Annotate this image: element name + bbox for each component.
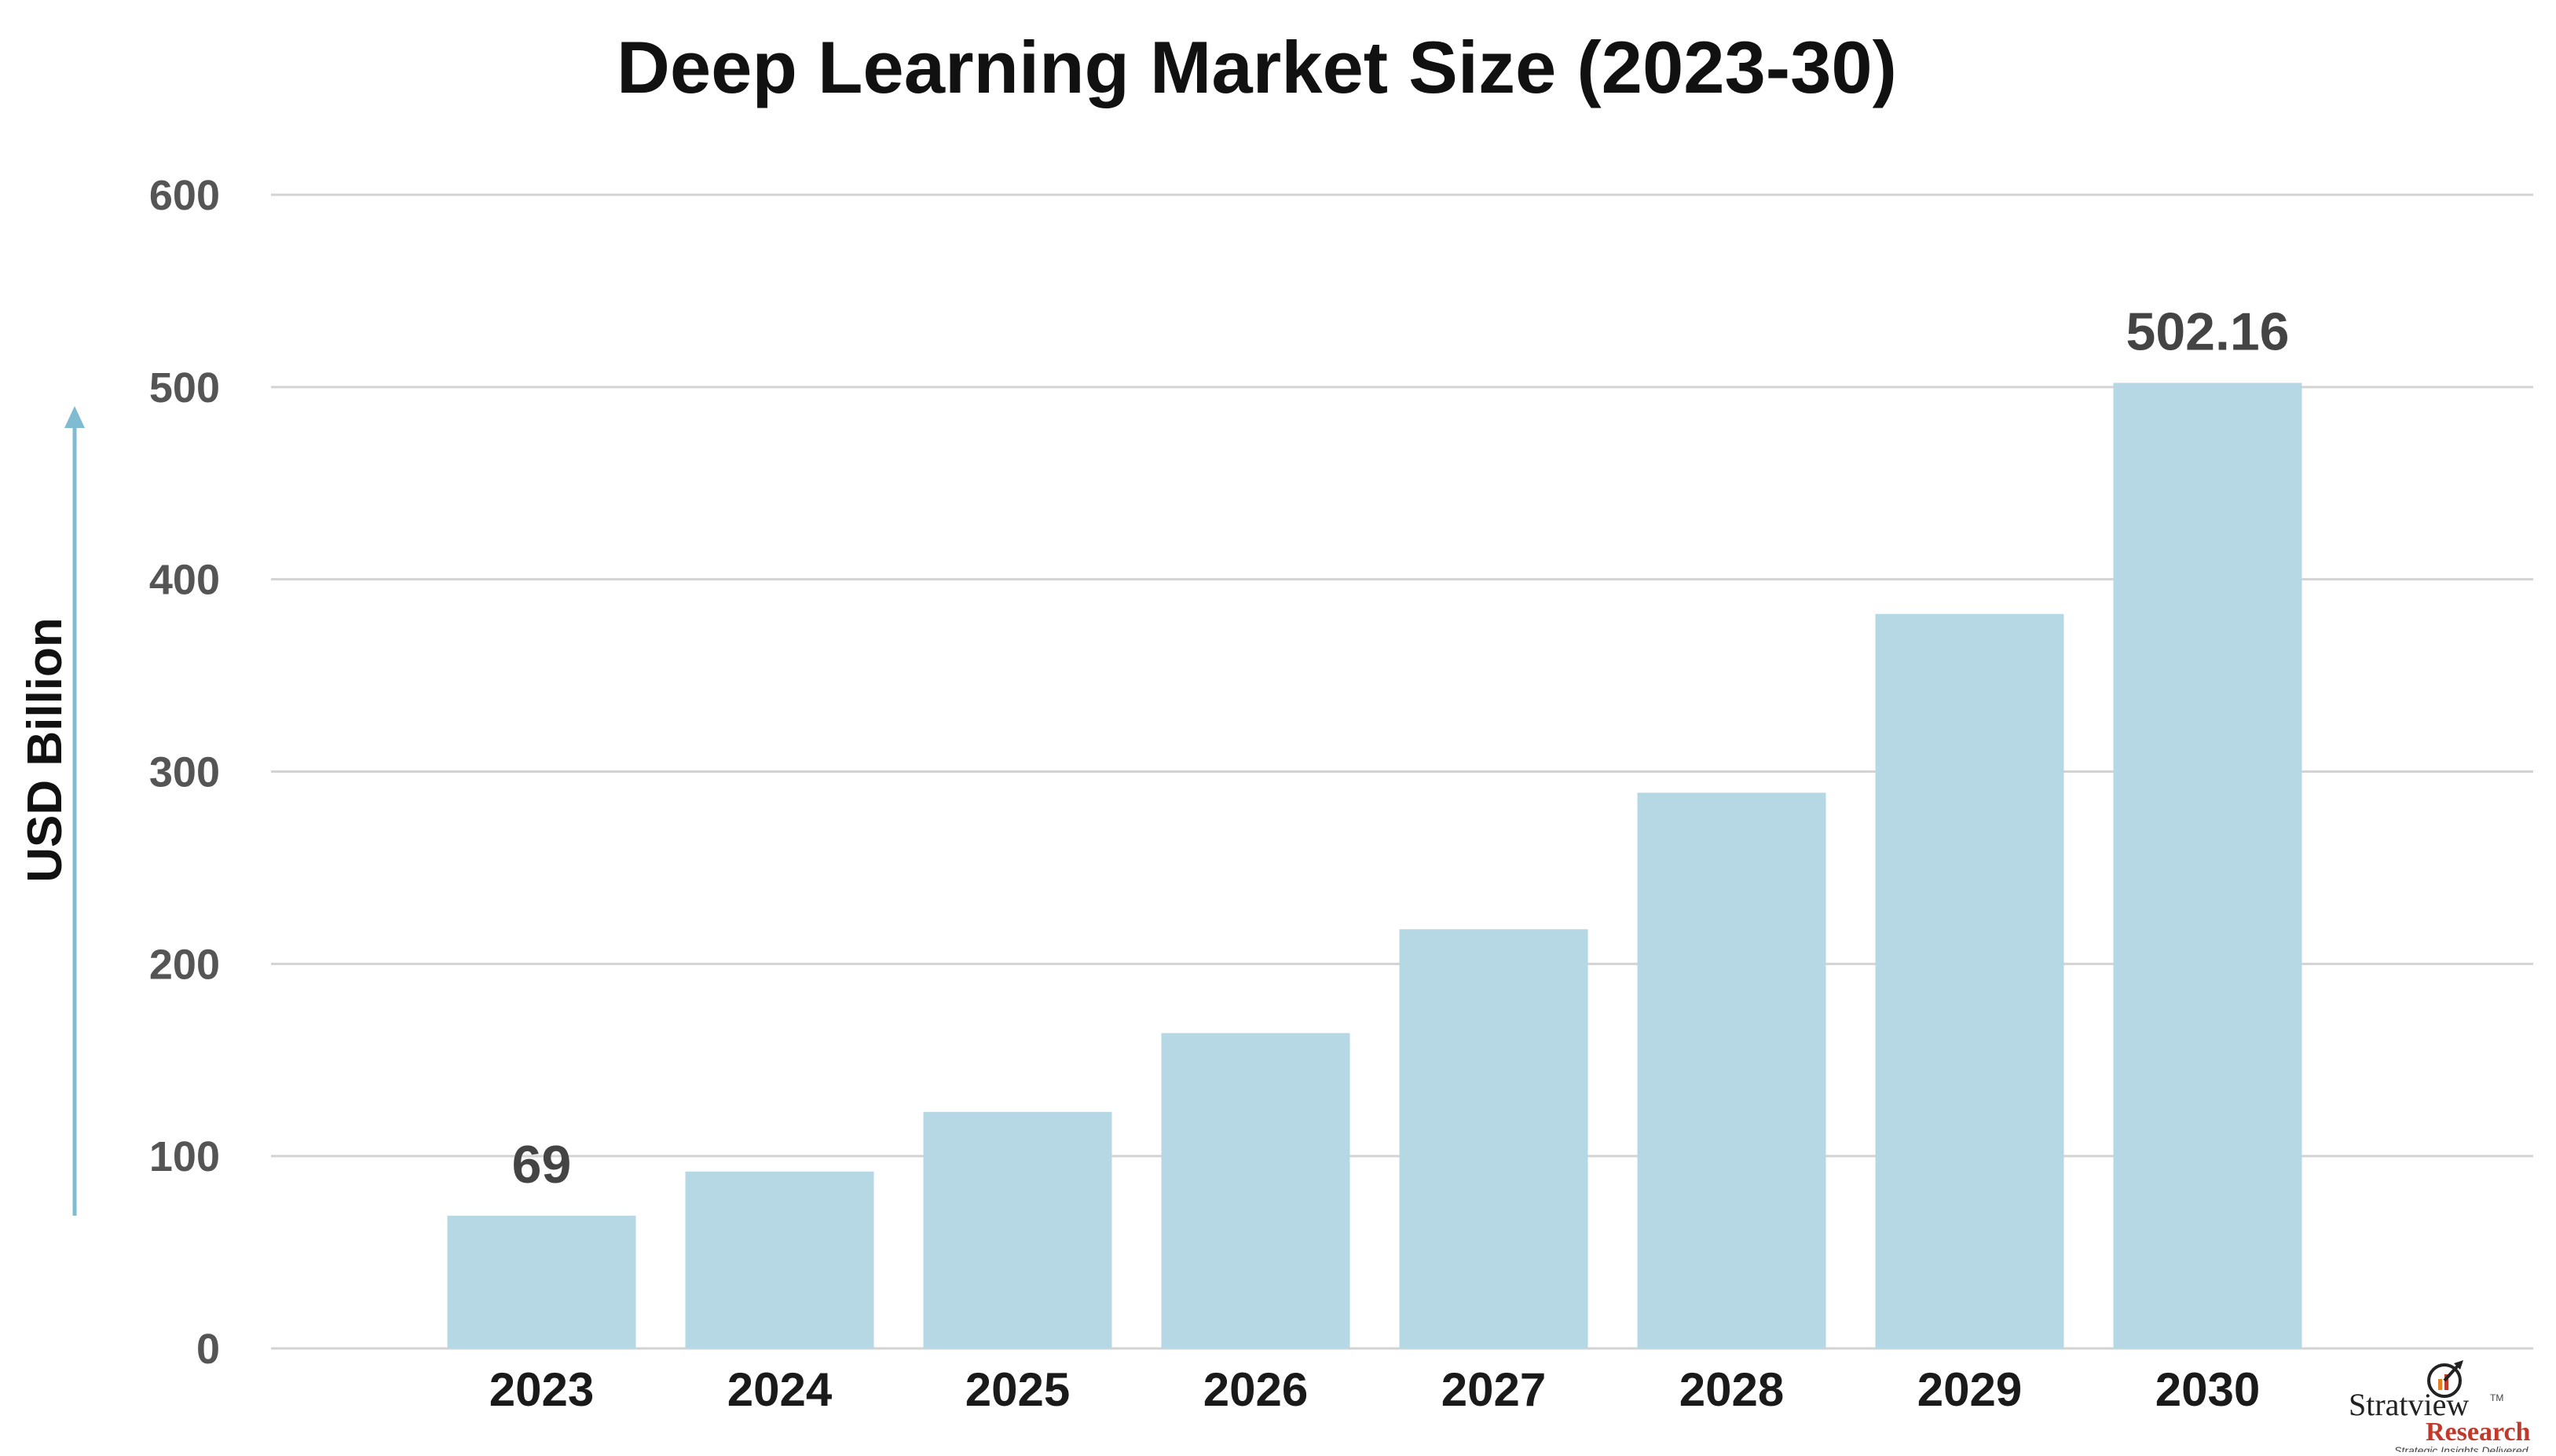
y-tick-label: 0 xyxy=(196,1326,220,1373)
bar-2027 xyxy=(1399,929,1588,1348)
logo-name: Stratview xyxy=(2349,1387,2469,1422)
bar-2025 xyxy=(923,1111,1112,1348)
y-axis-arrow-head xyxy=(64,406,85,428)
logo-subname: Research xyxy=(2426,1418,2531,1447)
y-tick-label: 200 xyxy=(149,941,220,988)
x-tick-label-2027: 2027 xyxy=(1441,1363,1546,1416)
y-axis-label-group: USD Billion xyxy=(18,406,85,1216)
x-axis-ticks: 2023 2024 2025 2026 2027 2028 2029 2030 xyxy=(489,1363,2260,1416)
y-axis-label: USD Billion xyxy=(18,617,72,883)
logo-tagline: Strategic Insights Delivered xyxy=(2394,1444,2529,1452)
logo-trademark: TM xyxy=(2490,1392,2503,1403)
y-tick-label: 400 xyxy=(149,557,220,604)
bar-2023 xyxy=(447,1216,636,1348)
x-tick-label-2025: 2025 xyxy=(965,1363,1070,1416)
x-tick-label-2026: 2026 xyxy=(1203,1363,1308,1416)
bars xyxy=(447,382,2302,1348)
bar-2030 xyxy=(2113,382,2302,1348)
bar-2028 xyxy=(1637,792,1826,1348)
y-tick-label: 300 xyxy=(149,749,220,796)
x-tick-label-2024: 2024 xyxy=(727,1363,833,1416)
y-tick-label: 600 xyxy=(149,172,220,219)
x-tick-label-2030: 2030 xyxy=(2155,1363,2260,1416)
stratview-logo: Stratview TM Research Strategic Insights… xyxy=(2349,1360,2531,1456)
bar-2026 xyxy=(1161,1033,1350,1348)
x-tick-label-2028: 2028 xyxy=(1679,1363,1784,1416)
data-labels: 69 502.16 xyxy=(512,302,2290,1195)
chart-title: Deep Learning Market Size (2023-30) xyxy=(617,26,1897,108)
y-tick-label: 100 xyxy=(149,1133,220,1180)
x-tick-label-2029: 2029 xyxy=(1917,1363,2022,1416)
y-axis-ticks: 0 100 200 300 400 500 600 xyxy=(149,172,220,1373)
data-label-2023: 69 xyxy=(512,1135,572,1194)
logo-mark-icon xyxy=(2427,1360,2463,1398)
bar-2029 xyxy=(1875,613,2064,1348)
data-label-2030: 502.16 xyxy=(2126,302,2290,362)
bar-2024 xyxy=(685,1171,874,1348)
y-tick-label: 500 xyxy=(149,364,220,412)
x-tick-label-2023: 2023 xyxy=(489,1363,594,1416)
